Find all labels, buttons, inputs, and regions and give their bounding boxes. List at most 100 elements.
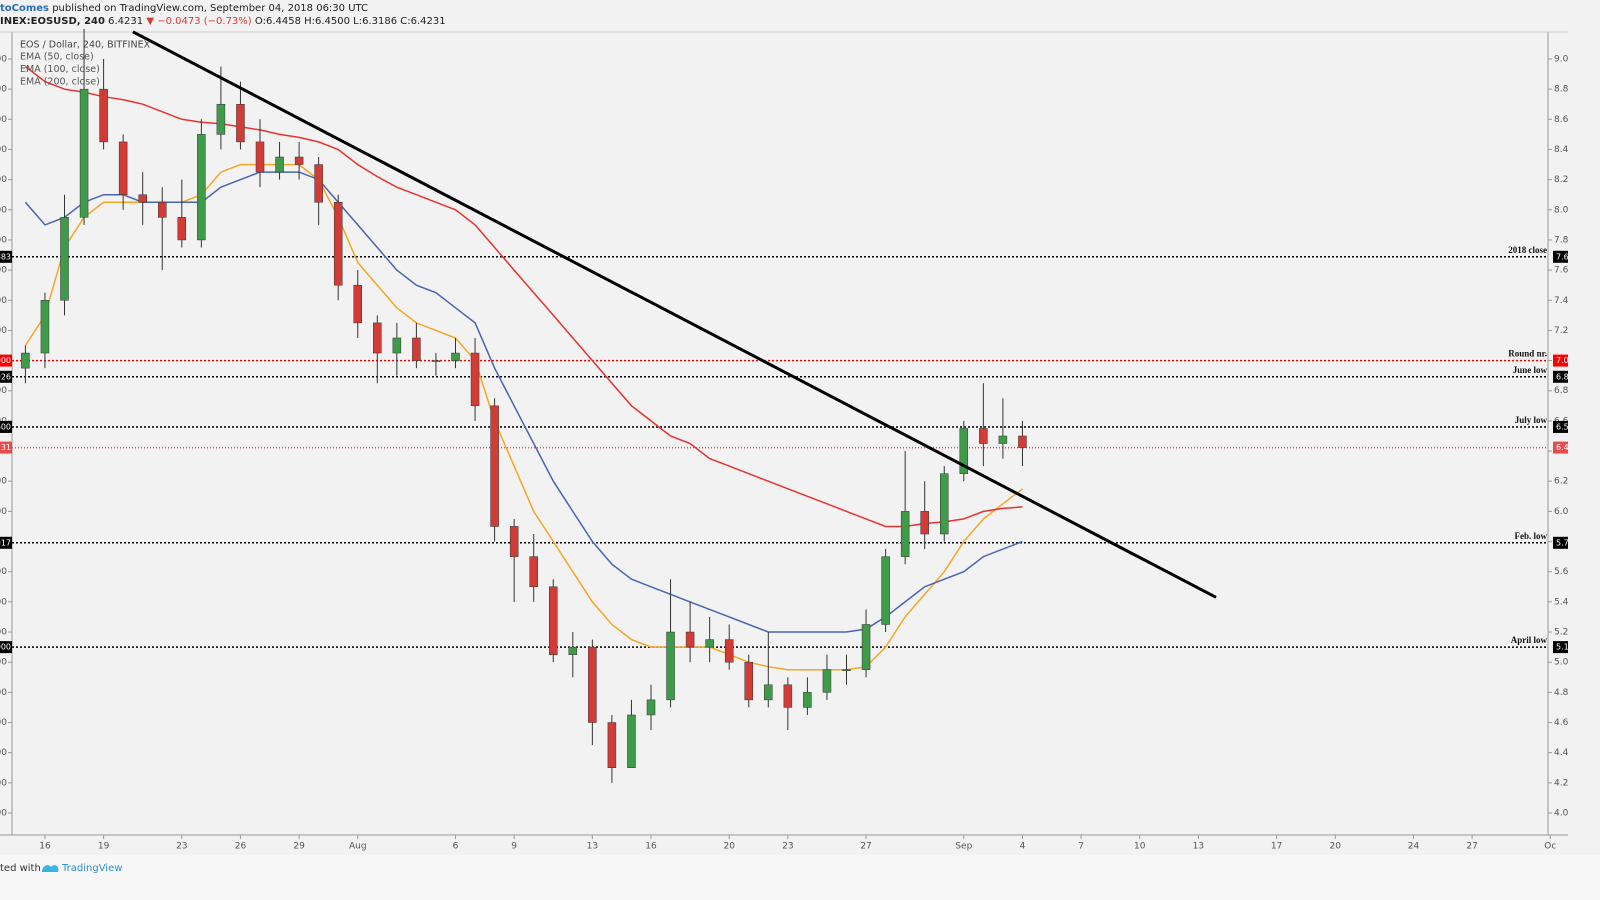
y-tick-label: 8.6000 [1554, 115, 1586, 125]
level-name: Feb. low [1515, 531, 1548, 541]
current-price-price-left: 6.4231 [0, 443, 11, 452]
author[interactable]: toComes [0, 3, 49, 14]
y-tick-label: 7.6000 [1554, 266, 1586, 276]
candle-body [509, 526, 519, 557]
level-name: June low [1513, 365, 1548, 375]
y-tick-label-left: 8.6000 [0, 115, 7, 125]
x-tick-label: 20 [723, 842, 735, 852]
x-tick-label: Sep [955, 842, 972, 852]
candle-body [529, 556, 538, 588]
y-tick-label: 8.2000 [1554, 175, 1586, 185]
legend-entry: EMA (50, close) [20, 52, 94, 63]
y-tick-label-left: 8.8000 [0, 85, 7, 95]
candle-body [431, 360, 441, 362]
level-box-left [0, 420, 12, 433]
candle-body [979, 428, 988, 444]
x-tick-label: 23 [176, 842, 187, 852]
candle-body [900, 511, 910, 557]
y-tick-label-left: 7.4000 [0, 296, 7, 306]
plot-area [12, 32, 1548, 835]
candle-body [685, 631, 695, 648]
candle-body [138, 194, 147, 203]
level-box-right [1553, 250, 1568, 263]
candle-body [959, 428, 969, 474]
x-tick-label: 13 [1193, 842, 1204, 852]
x-tick-label: 17 [1271, 842, 1282, 852]
level-name: April low [1511, 635, 1548, 645]
level-box-left [0, 370, 12, 383]
x-tick-label: 4 [1020, 842, 1026, 852]
symbol: INEX:EOSUSD, 240 [0, 16, 105, 27]
ema-line [24, 163, 1023, 671]
candle-body [21, 352, 30, 369]
y-tick-label-left: 6.2000 [0, 477, 7, 487]
candle-body [118, 141, 128, 195]
footer-bar [0, 855, 1600, 900]
y-tick-label: 4.6000 [1554, 718, 1586, 728]
candle-body [158, 202, 167, 218]
y-tick-label-left: 4.6000 [0, 718, 7, 728]
level-name: Round nr. [1508, 349, 1547, 359]
y-tick-label: 6.2000 [1554, 477, 1586, 487]
candle-body [920, 511, 929, 535]
x-tick-label: 29 [293, 842, 305, 852]
candle-body [490, 405, 499, 527]
y-tick-label: 4.4000 [1554, 748, 1586, 758]
candle-body [705, 639, 714, 648]
candle-body [646, 699, 656, 716]
level-price-right: 5.7917 [1556, 538, 1584, 547]
footer-brand[interactable]: TradingView [61, 863, 122, 874]
level-box-right [1553, 536, 1568, 549]
candle-body [764, 684, 773, 701]
candle-body [627, 714, 636, 768]
candle-body [666, 631, 675, 701]
y-tick-label-left: 8.2000 [0, 175, 7, 185]
x-tick-label: Oc [1544, 842, 1556, 852]
x-tick-label: 13 [587, 842, 598, 852]
y-tick-label-left: 5.6000 [0, 567, 7, 577]
header-line-2: INEX:EOSUSD, 240 6.4231 ▼ −0.0473 (−0.73… [0, 16, 446, 27]
ema-line [24, 171, 1023, 633]
candle-body [588, 646, 597, 723]
published: published on TradingView.com, September … [52, 3, 368, 14]
candle-body [607, 722, 617, 768]
ema-line [24, 65, 1023, 528]
y-tick-label-left: 6.8000 [0, 386, 7, 396]
candle-body [412, 337, 421, 361]
candle-body [822, 669, 832, 693]
level-price-right: 7.6883 [1556, 252, 1584, 261]
x-tick-label: 20 [1330, 842, 1342, 852]
level-price-right: 6.5600 [1556, 422, 1584, 431]
y-tick-label: 5.2000 [1554, 628, 1586, 638]
trendline [132, 30, 1217, 599]
candle-body [744, 661, 753, 701]
candle-body [216, 103, 226, 135]
legend-entry: EMA (200, close) [20, 77, 100, 88]
y-tick-label-left: 4.4000 [0, 748, 7, 758]
current-price-price-right: 6.4231 [1556, 443, 1584, 452]
x-tick-label: 27 [1466, 842, 1477, 852]
x-tick-label: 16 [39, 842, 51, 852]
y-tick-label: 8.8000 [1554, 85, 1586, 95]
x-tick-label: 27 [860, 842, 871, 852]
x-tick-label: Aug [349, 842, 367, 852]
candle-body [255, 141, 265, 173]
candle-body [79, 88, 89, 218]
level-price-right: 6.8926 [1556, 372, 1584, 381]
candle-body [392, 337, 402, 354]
x-tick-label: 9 [511, 842, 517, 852]
x-tick-label: 19 [98, 842, 110, 852]
y-tick-label: 7.2000 [1554, 326, 1586, 336]
level-price-left: 7.6883 [0, 252, 11, 261]
level-box-right [1553, 420, 1568, 433]
level-box-left [0, 250, 12, 263]
candle-body [294, 156, 304, 165]
